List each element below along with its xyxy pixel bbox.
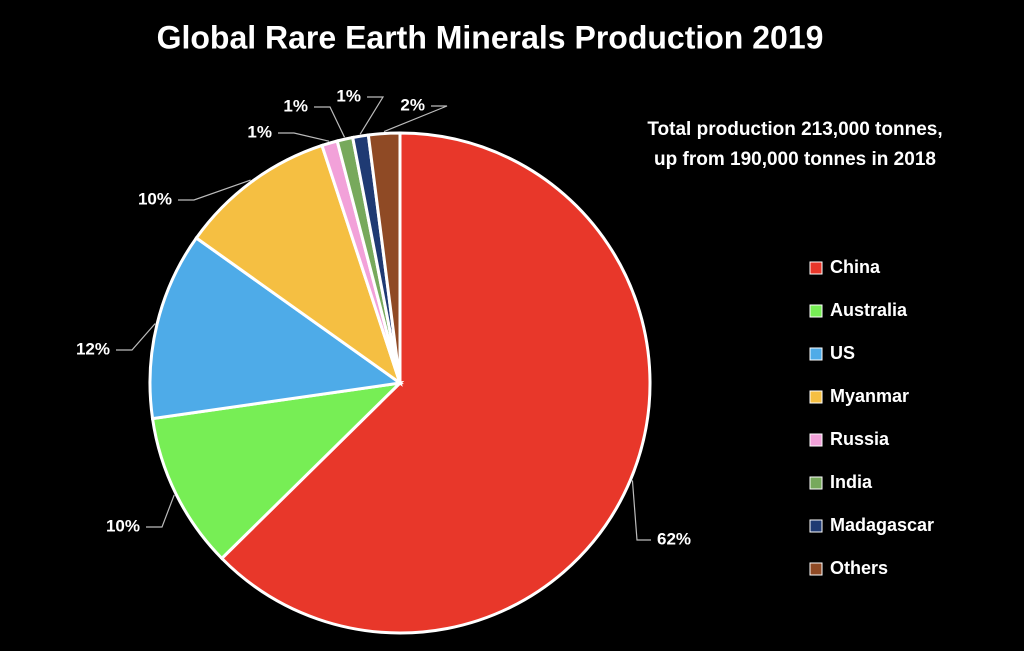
legend-swatch [809,261,823,275]
legend-label: China [830,257,881,277]
leader-line [146,494,175,528]
leader-line [383,105,448,133]
legend-swatch [809,390,823,404]
pie-slice [150,380,405,561]
legend-label: Others [830,558,888,578]
data-label: 10% [138,189,172,208]
legend-swatch [809,562,823,576]
pie-slice [219,131,652,635]
leader-line [359,96,385,135]
legend-swatch [809,476,823,490]
data-label: 1% [336,86,361,105]
data-label: 62% [657,529,691,548]
legend-label: Myanmar [830,386,909,406]
annotation: Total production 213,000 tonnes, [647,119,942,140]
leader-line [178,179,251,201]
pie-slice [194,143,403,387]
legend-label: Russia [830,429,890,449]
legend-swatch [809,519,823,533]
data-label: 12% [76,339,110,358]
annotation: up from 190,000 tonnes in 2018 [654,149,936,170]
leader-line [278,132,330,142]
leader-line [314,106,346,138]
legend-label: US [830,343,855,363]
data-label: 2% [400,95,425,114]
pie-slice [366,131,402,384]
leader-line [631,480,651,541]
data-label: 1% [247,122,272,141]
legend-swatch [809,433,823,447]
legend-label: India [830,472,873,492]
legend-swatch [809,347,823,361]
chart-title: Global Rare Earth Minerals Production 20… [157,19,824,55]
data-label: 10% [106,516,140,535]
legend-swatch [809,304,823,318]
pie-slice [148,235,404,421]
legend-label: Australia [830,300,908,320]
legend-label: Madagascar [830,515,934,535]
data-label: 1% [283,96,308,115]
leader-line [116,323,156,351]
